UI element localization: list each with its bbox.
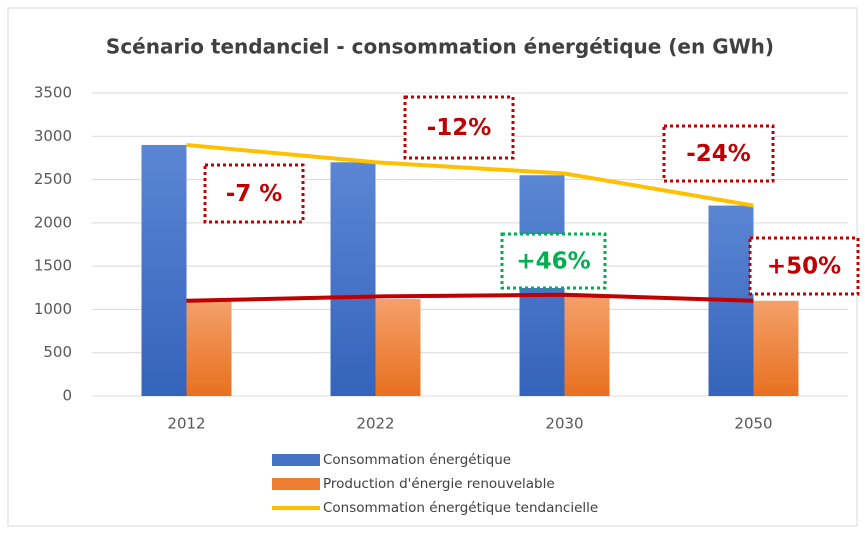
legend-swatch: [272, 454, 320, 466]
legend-swatch: [272, 478, 320, 490]
y-tick-label: 1000: [34, 300, 72, 318]
chart-title: Scénario tendanciel - consommation énerg…: [106, 35, 774, 59]
annotation-box: [748, 236, 860, 296]
legend-label: Consommation énergétique tendancielle: [323, 500, 598, 516]
bar: [141, 144, 187, 396]
x-tick-label: 2050: [734, 415, 772, 433]
annotation-box: [403, 95, 515, 160]
bar: [753, 300, 799, 396]
y-tick-label: 0: [62, 387, 72, 405]
line: [186, 142, 754, 208]
y-tick-label: 1500: [34, 257, 72, 275]
annotation: -7 %: [226, 181, 283, 207]
annotation-box: [662, 124, 775, 183]
annotation: +46%: [516, 249, 590, 275]
x-tick-label: 2030: [545, 415, 583, 433]
annotation-box: [203, 163, 305, 224]
annotation-box: [500, 232, 607, 290]
legend-label: Consommation énergétique: [323, 452, 511, 468]
bar: [186, 300, 232, 396]
y-tick-label: 3500: [34, 84, 72, 102]
legend-label: Production d'énergie renouvelable: [323, 476, 555, 492]
y-tick-label: 2000: [34, 213, 72, 231]
annotation: -12%: [427, 115, 492, 141]
bar: [375, 299, 421, 396]
y-tick-label: 2500: [34, 170, 72, 188]
annotation: -24%: [686, 141, 751, 167]
x-tick-label: 2012: [167, 415, 205, 433]
annotation: +50%: [767, 254, 841, 280]
bar: [330, 162, 376, 396]
x-tick-label: 2022: [356, 415, 394, 433]
y-tick-label: 500: [43, 343, 72, 361]
line: [186, 292, 754, 303]
bar: [564, 296, 610, 396]
y-tick-label: 3000: [34, 127, 72, 145]
